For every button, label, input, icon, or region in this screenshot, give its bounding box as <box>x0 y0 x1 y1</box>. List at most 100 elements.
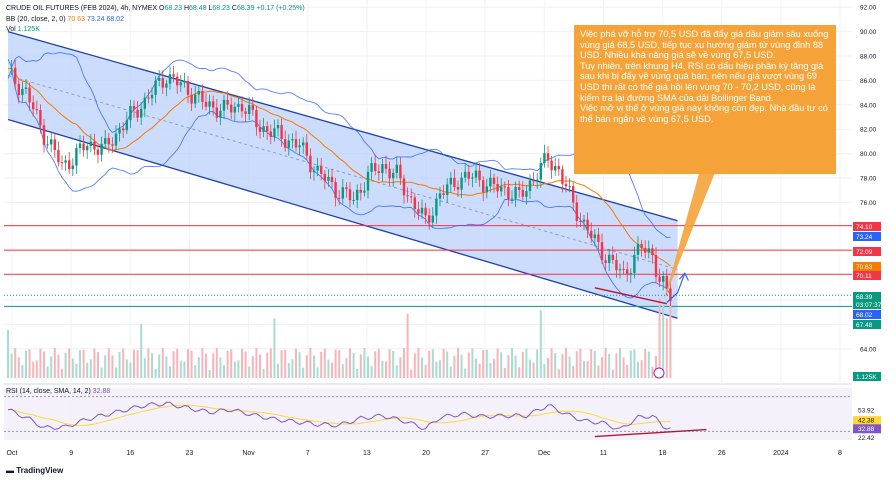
candle-body <box>262 126 265 132</box>
rsi-sma-line <box>7 404 671 427</box>
candle-body <box>140 108 143 118</box>
volume-bar <box>161 348 164 378</box>
volume-bar <box>194 365 197 378</box>
candle-body <box>204 101 208 107</box>
volume-bar <box>331 362 333 378</box>
price-tick-label: 90.00 <box>860 29 877 36</box>
volume-bar <box>230 349 233 378</box>
candle-body <box>82 143 85 151</box>
volume-bar <box>111 355 114 378</box>
volume-bar <box>100 367 103 378</box>
candle-body <box>492 177 496 185</box>
volume-bar <box>658 298 661 378</box>
candle-body <box>237 103 240 107</box>
volume-bar <box>118 352 121 378</box>
volume-bar <box>395 365 398 378</box>
analysis-callout: Việc phá vỡ hỗ trợ 70,5 USD đã đẩy giá d… <box>574 25 836 174</box>
volume-bar <box>608 353 611 378</box>
price-tick-label: 80.00 <box>860 151 877 158</box>
volume-bar <box>143 358 146 378</box>
ohlc-open-key: O <box>159 5 165 12</box>
candle-body <box>406 195 409 197</box>
volume-bar <box>511 348 513 378</box>
candle-body <box>316 165 319 171</box>
candle-body <box>168 74 172 84</box>
volume-bar <box>14 348 17 378</box>
volume-bar <box>557 369 560 378</box>
candle-body <box>521 190 524 197</box>
volume-bar <box>424 364 427 378</box>
volume-bar <box>478 363 481 378</box>
candle-body <box>320 165 323 174</box>
volume-bar <box>496 348 499 378</box>
candle-body <box>586 219 589 231</box>
candle-body <box>456 187 460 190</box>
volume-bar <box>93 348 96 378</box>
candle-body <box>255 110 258 128</box>
candle-body <box>244 111 247 114</box>
volume-bar <box>457 348 459 378</box>
candle-body <box>546 153 550 161</box>
ohlc-low: 68.23 <box>212 5 230 12</box>
rsi-line <box>7 401 671 431</box>
volume-bar <box>482 350 485 378</box>
candle-body <box>114 133 118 146</box>
volume-bar <box>327 359 330 378</box>
candle-body <box>399 164 402 179</box>
candle-body <box>298 145 301 148</box>
volume-bar <box>262 368 265 378</box>
volume-bar <box>662 304 665 378</box>
candle-body <box>420 207 424 214</box>
volume-bar <box>525 348 528 378</box>
candle-body <box>330 176 334 183</box>
candle-body <box>89 141 92 146</box>
candle-body <box>222 99 226 111</box>
volume-bar <box>89 359 92 378</box>
candle-body <box>161 78 164 88</box>
candle-body <box>323 173 326 181</box>
time-tick-label: 8 <box>838 450 842 457</box>
volume-bar <box>25 350 27 378</box>
candle-body <box>273 128 276 137</box>
volume-bar <box>421 357 423 378</box>
candle-body <box>172 74 175 77</box>
volume-bar <box>248 366 251 378</box>
volume-bar <box>215 348 218 378</box>
price-tick-label: 84.00 <box>860 102 877 109</box>
volume-bar <box>82 349 85 378</box>
candle-body <box>600 242 604 261</box>
candle-body <box>147 97 150 99</box>
rsi-axis-badge <box>853 433 881 443</box>
volume-bar <box>550 348 553 378</box>
candle-body <box>197 90 200 95</box>
candle-body <box>395 164 398 173</box>
volume-bar <box>590 349 593 378</box>
volume-bar <box>431 349 434 378</box>
callout-pointer <box>664 170 716 300</box>
candle-body <box>503 186 506 188</box>
volume-bar <box>554 352 557 378</box>
volume-bar <box>341 364 344 378</box>
candle-body <box>424 207 427 216</box>
volume-bar <box>244 351 247 378</box>
candle-body <box>154 80 157 95</box>
candle-body <box>302 142 305 146</box>
candle-body <box>194 94 197 104</box>
price-axis-badge-text: 70.63 <box>856 264 873 271</box>
volume-value: 1.125K <box>17 26 40 33</box>
candle-body <box>327 176 330 181</box>
price-axis-badge <box>853 222 881 231</box>
time-tick-label: 13 <box>363 450 371 457</box>
candle-body <box>528 180 532 192</box>
ohlc-change: +0.17 (+0.25%) <box>256 5 305 12</box>
bb-basis-value: 70.63 <box>67 16 86 23</box>
volume-bar <box>471 348 474 378</box>
volume-bar <box>583 360 585 378</box>
channel-lower-line <box>7 118 678 319</box>
candle-body <box>518 187 521 191</box>
volume-bar <box>568 356 571 378</box>
volume-bar <box>604 348 607 378</box>
volume-bar <box>17 357 20 378</box>
candle-body <box>550 160 553 171</box>
volume-bar <box>464 368 467 378</box>
